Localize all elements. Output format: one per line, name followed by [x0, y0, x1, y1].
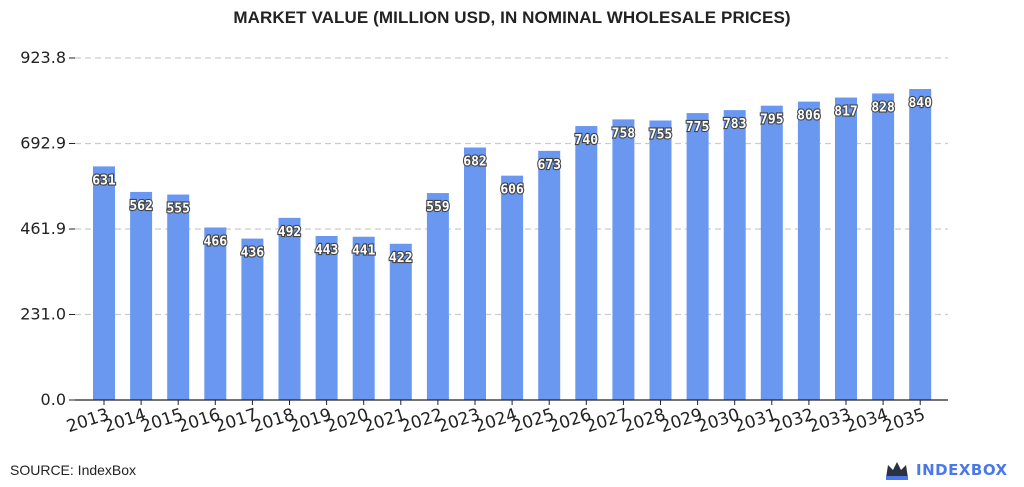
bar-2030: [723, 110, 746, 401]
chart-title: MARKET VALUE (MILLION USD, IN NOMINAL WH…: [233, 8, 791, 27]
brand-logo: INDEXBOX: [884, 458, 1008, 482]
data-label-2025: 673: [537, 158, 560, 173]
data-label-2022: 559: [426, 200, 449, 215]
data-label-2016: 466: [204, 234, 228, 249]
bar-2018: [278, 217, 301, 400]
bar-2025: [538, 150, 561, 400]
bar-2028: [649, 120, 672, 400]
x-tick-label-2035: 2035: [880, 405, 927, 437]
bar-2027: [612, 119, 635, 400]
data-label-2023: 682: [463, 155, 486, 170]
data-label-2034: 828: [871, 100, 895, 115]
bar-2031: [760, 105, 783, 400]
bars: [93, 89, 932, 401]
crown-icon: [886, 462, 908, 480]
bar-2013: [93, 166, 115, 400]
bar-2020: [352, 236, 375, 400]
bar-2033: [835, 97, 857, 401]
data-label-2013: 631: [92, 173, 116, 188]
bar-2022: [426, 193, 449, 400]
brand-name: INDEXBOX: [916, 461, 1008, 479]
y-tick-label: 461.9: [20, 219, 66, 238]
data-labels: 631 562 555 466 436 492 443 441 422 559 682 606 673 7…: [91, 95, 933, 267]
data-label-2026: 740: [575, 133, 599, 148]
bar-2026: [575, 126, 598, 400]
y-tick-label: 923.8: [20, 48, 66, 67]
data-label-2021: 422: [389, 251, 412, 266]
y-tick-label: 0.0: [41, 390, 66, 409]
data-label-2018: 492: [278, 225, 301, 240]
data-label-2032: 806: [797, 109, 821, 124]
data-label-2019: 443: [315, 243, 338, 258]
bar-2017: [241, 238, 264, 400]
x-axis: 2013201420152016201720182019202020212022…: [64, 399, 948, 437]
y-axis: 0.0 231.0 461.9 692.9 923.8: [20, 48, 75, 409]
bar-2035: [909, 89, 932, 401]
bar-2016: [204, 227, 227, 400]
data-label-2024: 606: [500, 183, 524, 198]
bar-2019: [315, 235, 338, 400]
bar-2014: [130, 191, 153, 400]
source-note: SOURCE: IndexBox: [10, 462, 137, 478]
bar-2029: [686, 113, 709, 400]
y-tick-label: 231.0: [20, 304, 66, 323]
data-label-2015: 555: [166, 202, 189, 217]
data-label-2028: 755: [649, 127, 672, 142]
bar-2024: [501, 175, 524, 400]
bar-2032: [797, 101, 820, 400]
y-tick-label: 692.9: [20, 133, 66, 152]
data-label-2020: 441: [352, 244, 376, 259]
data-label-2027: 758: [612, 126, 636, 141]
bar-2021: [389, 243, 412, 400]
data-label-2014: 562: [129, 199, 152, 214]
data-label-2035: 840: [908, 96, 932, 111]
data-label-2031: 795: [760, 113, 783, 128]
data-label-2017: 436: [241, 246, 265, 261]
data-label-2033: 817: [834, 105, 857, 120]
data-label-2029: 775: [686, 120, 709, 135]
bar-2023: [464, 147, 486, 400]
bar-2034: [872, 93, 895, 400]
bar-2015: [167, 194, 190, 400]
data-label-2030: 783: [723, 117, 746, 132]
